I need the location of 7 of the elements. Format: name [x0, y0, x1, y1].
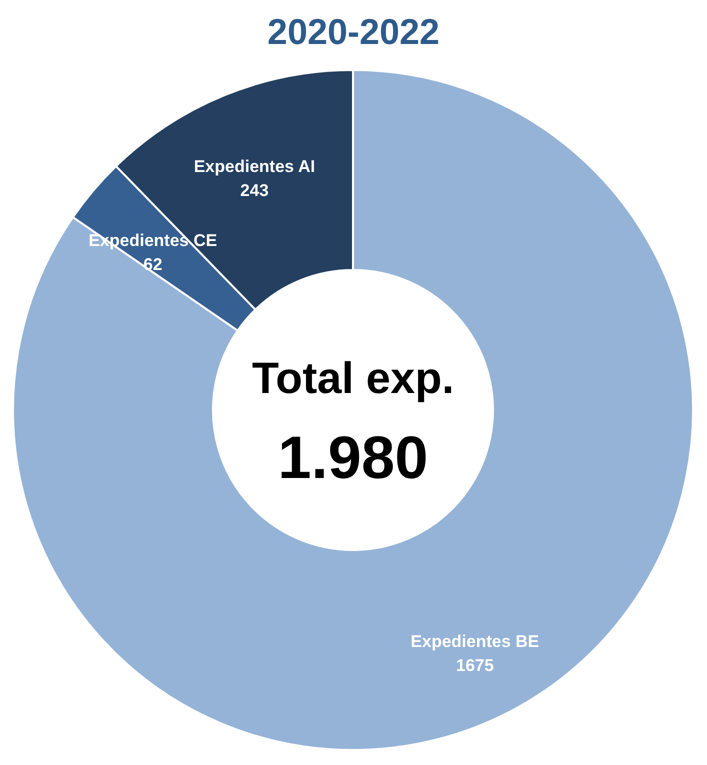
- data-label: 243: [240, 181, 269, 200]
- text: 1.980: [278, 424, 428, 491]
- text: Total exp.: [252, 354, 454, 403]
- slice-label: Expedientes BE: [410, 632, 540, 651]
- data-label: 1675: [456, 656, 494, 675]
- chart-title: 2020-2022: [267, 11, 440, 52]
- slice-label: Expedientes AI: [194, 157, 316, 176]
